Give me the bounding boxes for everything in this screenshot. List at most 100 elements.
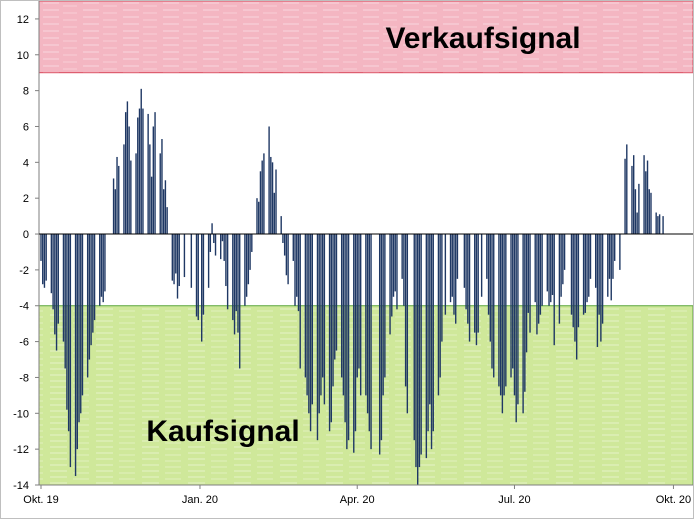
bar [299,234,301,369]
bar [130,160,132,235]
bar [211,223,213,235]
bar [512,234,514,369]
bar [88,234,91,360]
bar [456,234,459,279]
bar [493,234,495,378]
bar [116,156,118,235]
bar [112,178,115,235]
y-tick-label: 10 [17,50,29,62]
bar [296,234,298,297]
bar [283,234,286,256]
bar [634,189,637,235]
signal-zones [38,1,693,486]
y-tick-label: 4 [23,157,29,169]
bar [232,234,234,321]
bar [365,234,367,396]
bar [394,234,396,292]
bar [417,234,419,485]
bar [631,165,633,235]
bar [427,234,429,432]
bar [244,234,246,306]
bar [551,234,554,295]
bar [650,192,652,235]
bar [657,216,659,235]
bar [285,234,288,276]
bar [503,234,505,396]
bar [489,234,491,342]
bar [209,234,212,252]
bar [413,234,415,441]
bar [404,234,407,387]
bar [598,234,600,315]
bar [467,234,469,324]
bar [607,234,609,297]
bar [259,171,262,235]
bar [275,169,277,235]
bar [562,234,564,285]
bar [550,234,552,303]
bar [378,234,381,455]
bar [645,171,647,235]
bar [225,234,227,287]
bar [589,234,592,279]
axes [38,1,693,486]
bar [633,155,635,235]
bar [487,234,490,315]
bar [451,234,453,297]
bar [577,234,580,328]
bar [574,234,576,342]
bar [453,234,455,315]
bar [662,216,664,235]
bar [256,198,258,235]
bar [320,234,322,396]
bar [76,234,78,450]
bar [123,144,125,235]
bar [536,234,538,335]
bar [396,234,398,310]
bar [66,234,68,410]
bar [311,234,313,405]
bar [178,234,180,287]
bar [522,234,524,414]
bar [430,234,433,450]
bar [147,113,149,235]
bar [162,189,165,235]
bar [648,189,650,235]
bar [80,234,82,414]
bar [626,144,628,235]
bar [292,234,294,261]
bar [477,234,479,333]
bar [344,234,346,423]
bar [69,234,72,468]
x-tick-label: Jul. 20 [498,494,530,506]
bar [612,234,614,279]
bar [356,234,358,378]
bar [439,234,441,378]
bar [237,234,239,333]
bar [527,234,529,313]
bar [99,234,101,306]
bar [306,234,308,396]
bar [354,234,357,432]
bar [418,234,421,468]
x-tick-label: Okt. 19 [23,494,58,506]
bar [126,101,129,235]
bar [213,234,215,243]
bar [558,234,561,324]
bar [43,234,46,288]
bar [124,112,127,235]
bar [55,234,58,351]
bar [78,234,80,423]
bar [220,234,222,260]
bar [368,234,371,432]
bar [586,234,588,303]
bar [392,234,395,297]
bar [171,234,174,281]
bar [263,153,265,235]
y-tick-label: -14 [13,480,29,492]
bar [389,234,391,335]
bar [359,234,362,396]
bar [480,234,483,297]
